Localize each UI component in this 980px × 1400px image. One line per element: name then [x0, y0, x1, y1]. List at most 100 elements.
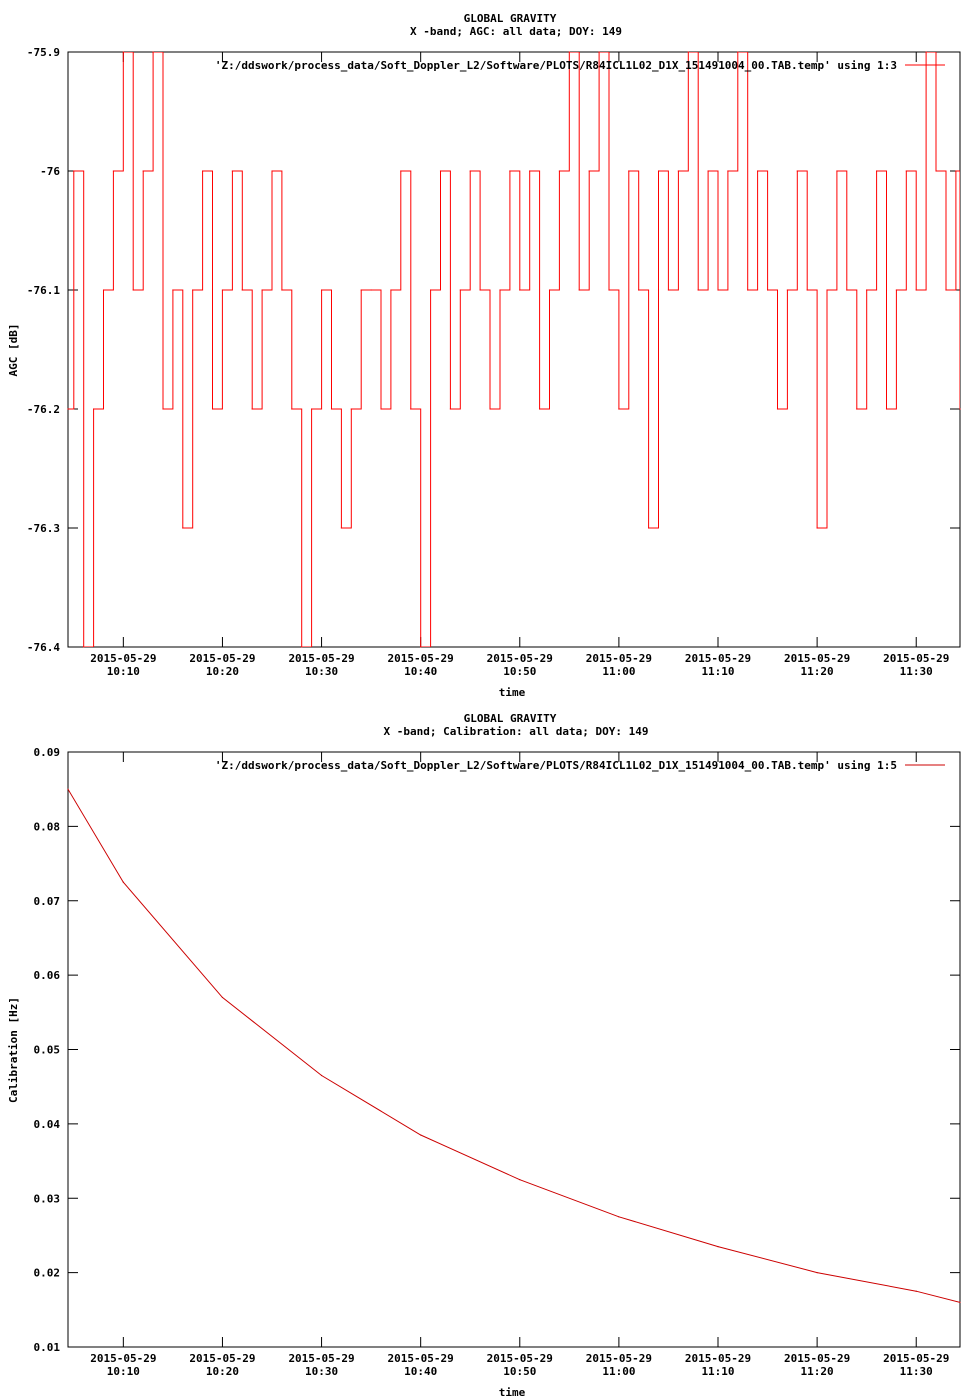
- y-tick-label: 0.02: [34, 1267, 61, 1280]
- x-tick-time: 11:00: [602, 665, 635, 678]
- x-tick-date: 2015-05-29: [90, 652, 156, 665]
- data-point: [687, 51, 689, 53]
- series-line: [68, 52, 960, 647]
- x-tick-date: 2015-05-29: [883, 1352, 949, 1365]
- y-tick-label: -75.9: [27, 46, 60, 59]
- x-tick-time: 11:00: [602, 1365, 635, 1378]
- data-point: [320, 1074, 323, 1077]
- data-point: [697, 289, 699, 291]
- data-point: [162, 408, 164, 410]
- data-point: [73, 170, 75, 172]
- y-tick-label: 0.06: [34, 969, 61, 982]
- chart-subtitle: X -band; Calibration: all data; DOY: 149: [384, 725, 649, 738]
- x-tick-date: 2015-05-29: [883, 652, 949, 665]
- data-point: [955, 170, 957, 172]
- x-tick-time: 10:10: [107, 665, 140, 678]
- data-point: [866, 289, 868, 291]
- data-point: [786, 289, 788, 291]
- x-tick-time: 10:10: [107, 1365, 140, 1378]
- data-point: [875, 170, 878, 172]
- x-axis-label: time: [499, 1386, 526, 1399]
- data-point: [241, 289, 243, 291]
- x-tick-date: 2015-05-29: [685, 1352, 751, 1365]
- data-point: [102, 289, 105, 291]
- data-point: [152, 51, 154, 53]
- data-point: [959, 408, 961, 410]
- data-point: [112, 170, 115, 172]
- x-tick-date: 2015-05-29: [90, 1352, 156, 1365]
- legend-entry-label: 'Z:/ddswork/process_data/Soft_Doppler_L2…: [215, 759, 897, 772]
- data-point: [380, 408, 382, 410]
- data-point: [122, 51, 124, 53]
- data-point: [667, 289, 670, 291]
- data-point: [400, 170, 402, 172]
- y-tick-label: 0.08: [34, 820, 61, 833]
- data-point: [93, 408, 95, 410]
- data-point: [439, 170, 442, 172]
- data-point: [519, 1179, 521, 1181]
- data-point: [350, 408, 352, 410]
- data-point: [261, 289, 263, 291]
- y-tick-label: 0.03: [34, 1192, 61, 1205]
- data-point: [846, 289, 848, 291]
- data-point: [885, 408, 888, 410]
- x-tick-time: 10:30: [305, 1365, 338, 1378]
- data-point: [905, 170, 907, 172]
- plot-border: [67, 751, 961, 1348]
- x-tick-date: 2015-05-29: [487, 1352, 553, 1365]
- x-axis-ticks: 2015-05-2910:102015-05-2910:202015-05-29…: [90, 52, 949, 678]
- data-point: [959, 1301, 961, 1303]
- x-tick-time: 11:30: [900, 1365, 933, 1378]
- chart-subtitle: X -band; AGC: all data; DOY: 149: [410, 25, 622, 38]
- data-point: [420, 1134, 422, 1136]
- data-point: [479, 289, 481, 291]
- data-point: [251, 408, 253, 410]
- data-point: [489, 408, 491, 410]
- plot-area: [67, 751, 961, 1348]
- data-point: [192, 289, 194, 291]
- y-tick-label: 0.07: [34, 895, 61, 908]
- x-tick-date: 2015-05-29: [586, 652, 652, 665]
- data-point: [757, 170, 759, 172]
- x-tick-date: 2015-05-29: [288, 652, 354, 665]
- data-point: [806, 289, 808, 291]
- data-point: [449, 408, 452, 410]
- x-tick-time: 11:10: [701, 1365, 734, 1378]
- data-point: [271, 170, 273, 172]
- data-point: [598, 51, 600, 53]
- data-point: [717, 1245, 719, 1248]
- data-point: [142, 170, 144, 172]
- data-point: [231, 170, 233, 172]
- data-point: [628, 170, 630, 172]
- series-layer: [67, 51, 961, 648]
- data-point: [915, 1290, 917, 1292]
- data-point: [657, 170, 660, 172]
- data-point: [816, 527, 818, 529]
- data-point: [67, 788, 69, 790]
- data-point: [301, 646, 303, 648]
- data-point: [677, 170, 679, 172]
- data-point: [499, 289, 501, 291]
- plot-border: [67, 51, 961, 648]
- legend: 'Z:/ddswork/process_data/Soft_Doppler_L2…: [215, 59, 945, 72]
- y-tick-label: 0.04: [34, 1118, 61, 1131]
- x-tick-time: 10:40: [404, 665, 437, 678]
- data-point: [211, 408, 214, 410]
- x-tick-time: 10:50: [503, 665, 536, 678]
- data-point: [202, 170, 204, 172]
- series-layer: [67, 788, 961, 1303]
- data-point: [895, 289, 898, 291]
- data-point: [360, 289, 362, 291]
- x-tick-date: 2015-05-29: [784, 1352, 850, 1365]
- x-tick-date: 2015-05-29: [388, 1352, 454, 1365]
- y-axis-ticks: -75.9 -76 -76.1 -76.2 -76.3 -76.4: [27, 46, 960, 654]
- y-axis-label: AGC [dB]: [7, 324, 20, 377]
- x-tick-date: 2015-05-29: [685, 652, 751, 665]
- data-point: [221, 289, 224, 291]
- x-tick-date: 2015-05-29: [189, 652, 255, 665]
- x-tick-time: 11:30: [900, 665, 933, 678]
- x-tick-time: 10:30: [305, 665, 338, 678]
- data-point: [727, 170, 729, 172]
- data-point: [291, 408, 293, 410]
- agc-chart: GLOBAL GRAVITY X -band; AGC: all data; D…: [7, 12, 961, 699]
